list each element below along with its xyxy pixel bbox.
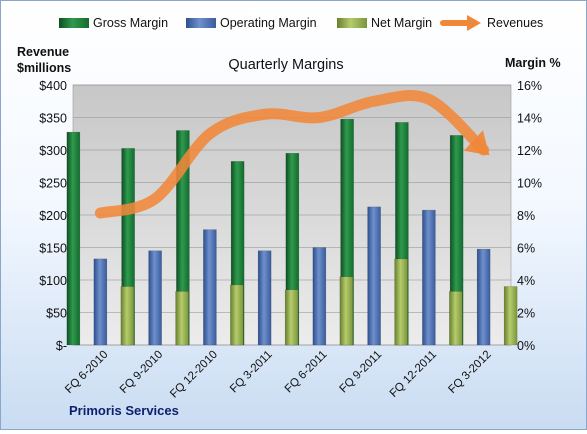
legend-swatch-gross-margin [59, 18, 89, 28]
bar-operating-margin [422, 209, 436, 346]
y-right-tick-label: 10% [517, 177, 542, 191]
bars [66, 118, 518, 346]
legend-item-gross-margin: Gross Margin [59, 16, 168, 30]
y-left-tick-label: $400 [39, 79, 67, 93]
y-axis-right-title: Margin % [505, 56, 561, 70]
bar-operating-margin [257, 250, 272, 346]
x-tick-label: FQ 9-2010 [118, 349, 165, 396]
y-left-tick-label: $150 [39, 242, 67, 256]
x-axis-ticks: FQ 6-2010 FQ 9-2010 FQ 12-2010 FQ 3-2011 FQ … [63, 349, 494, 401]
legend-label-net-margin: Net Margin [371, 16, 432, 30]
y-axis-right-ticks: 0% 2% 4% 6% 8% 10% 12% 14% 16% [517, 79, 542, 353]
revenue-arrowhead [463, 130, 490, 156]
legend-label-gross-margin: Gross Margin [93, 16, 168, 30]
y-left-tick-label: $100 [39, 274, 67, 288]
y-right-tick-label: 8% [517, 209, 535, 223]
bar-operating-margin [93, 258, 108, 346]
bar-net-margin [230, 284, 244, 346]
y-left-tick-label: $350 [39, 112, 67, 126]
revenue-line [94, 90, 490, 219]
bar-operating-margin [312, 247, 327, 346]
y-axis-left-title-line2: $millions [17, 61, 71, 75]
legend: Gross Margin Operating Margin Net Margin… [59, 15, 543, 31]
x-tick-label: FQ 12-2010 [168, 349, 220, 401]
y-right-tick-label: 0% [517, 339, 535, 353]
legend-label-revenues: Revenues [487, 16, 543, 30]
y-left-tick-label: $300 [39, 144, 67, 158]
bar-gross-margin [66, 131, 81, 346]
x-tick-label: FQ 9-2011 [337, 349, 384, 396]
x-tick-label: FQ 3-2012 [446, 349, 493, 396]
x-tick-label: FQ 3-2011 [228, 349, 275, 396]
y-left-tick-label: $250 [39, 177, 67, 191]
bar-operating-margin [203, 229, 217, 346]
x-tick-label: FQ 12-2011 [388, 349, 439, 400]
legend-arrowhead-revenues [467, 15, 481, 31]
bar-net-margin [175, 291, 189, 346]
bar-operating-margin [148, 250, 162, 346]
y-right-tick-label: 4% [517, 274, 535, 288]
y-right-tick-label: 12% [517, 144, 542, 158]
bar-net-margin [284, 289, 299, 346]
bar-net-margin [449, 291, 463, 346]
legend-item-revenues: Revenues [440, 15, 543, 31]
y-right-tick-label: 16% [517, 79, 542, 93]
legend-item-net-margin: Net Margin [337, 16, 432, 30]
footer-label: Primoris Services [69, 403, 179, 418]
y-left-tick-label: $- [56, 339, 67, 353]
legend-label-operating-margin: Operating Margin [220, 16, 317, 30]
legend-swatch-net-margin [337, 18, 367, 28]
legend-swatch-operating-margin [186, 18, 216, 28]
y-right-tick-label: 14% [517, 112, 542, 126]
revenue-series [94, 90, 490, 219]
bar-net-margin [503, 286, 518, 346]
chart-title: Quarterly Margins [228, 57, 343, 73]
y-right-tick-label: 2% [517, 307, 535, 321]
bar-net-margin [120, 286, 135, 346]
x-tick-label: FQ 6-2011 [283, 349, 330, 396]
bar-operating-margin [367, 206, 381, 346]
y-axis-left-ticks: $- $50 $100 $150 $200 $250 $300 $350 $400 [39, 79, 67, 353]
y-right-tick-label: 6% [517, 242, 535, 256]
y-left-tick-label: $50 [46, 307, 67, 321]
y-axis-left-title-line1: Revenue [17, 45, 69, 59]
bar-net-margin [339, 276, 354, 346]
bar-operating-margin [476, 248, 491, 346]
legend-item-operating-margin: Operating Margin [186, 16, 317, 30]
x-tick-label: FQ 6-2010 [63, 349, 110, 396]
y-left-tick-label: $200 [39, 209, 67, 223]
bar-net-margin [394, 258, 408, 346]
